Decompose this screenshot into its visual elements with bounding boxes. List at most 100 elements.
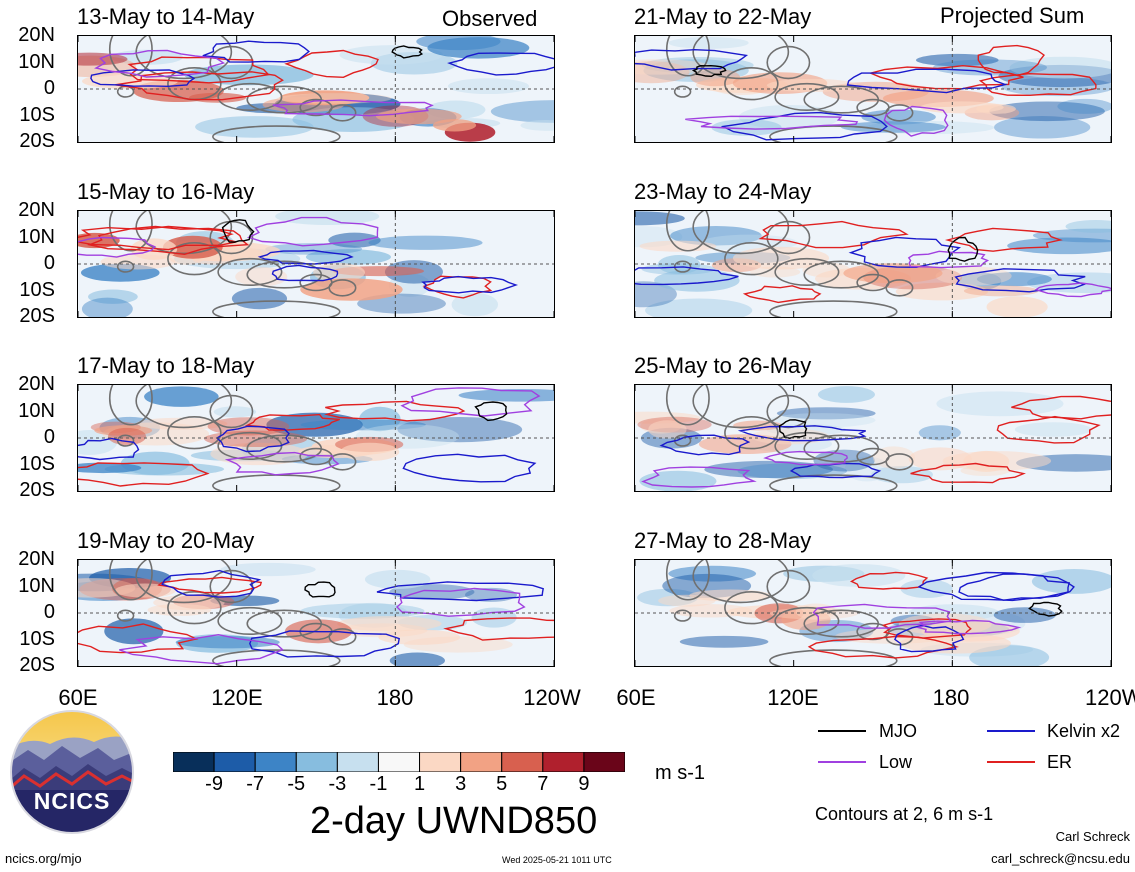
contour-1-1 — [846, 68, 1008, 94]
panel-title-5: 17-May to 18-May — [77, 353, 255, 378]
contour-0-2 — [78, 623, 199, 654]
land-outline-2 — [766, 394, 811, 429]
lat-label-3-3: 10S — [19, 627, 55, 650]
land-outline-6 — [665, 385, 710, 426]
wind-shade-blue — [817, 386, 875, 403]
colorbar-tick-3: -3 — [328, 773, 347, 795]
contour-0-0 — [849, 571, 929, 590]
land-outline-3 — [774, 257, 840, 287]
contour-2-1 — [641, 466, 757, 488]
lat-label-1-4: 20S — [19, 305, 55, 327]
contour-0-1 — [78, 462, 210, 487]
colorbar-tick-8: 7 — [537, 773, 549, 795]
lat-label-3-0: 20N — [18, 548, 55, 570]
legend-line-mjo — [818, 730, 866, 732]
wind-shade-blue — [635, 211, 685, 226]
contour-0-2 — [244, 413, 340, 431]
contour-1-2 — [954, 268, 1087, 293]
lon-label-60e-right: 60E — [616, 685, 656, 710]
wind-shade-blue — [220, 562, 316, 577]
wind-shade-blue — [976, 272, 1052, 287]
lat-label-1-1: 10N — [18, 225, 55, 248]
lat-label-0-3: 10S — [19, 103, 55, 126]
wind-shade-blue — [812, 564, 906, 587]
land-outline-1 — [724, 591, 779, 625]
colorbar-swatch-10 — [583, 751, 626, 773]
wind-shade-blue — [427, 37, 530, 59]
land-outline-8 — [328, 453, 357, 471]
land-outline-5 — [212, 649, 341, 666]
contour-1-1 — [789, 462, 882, 479]
map-panel-7 — [77, 559, 555, 667]
land-outline-1 — [724, 242, 779, 276]
contour-1-2 — [720, 111, 888, 141]
ncics-logo: NCICS — [10, 710, 134, 834]
contour-1-2 — [421, 275, 519, 294]
contour-0-2 — [422, 275, 493, 299]
contour-3-0 — [691, 64, 727, 78]
map-panel-4 — [634, 210, 1112, 318]
colorbar-swatch-3 — [295, 751, 338, 773]
lon-label-120e-left: 120E — [211, 685, 263, 710]
contour-2-0 — [94, 49, 226, 78]
land-outline-5 — [769, 474, 898, 491]
contour-2-0 — [915, 619, 1022, 635]
land-outline-6 — [665, 36, 710, 77]
land-outline-9 — [116, 434, 135, 447]
lat-label-2-1: 10N — [18, 399, 55, 422]
colorbar-swatch-2 — [254, 751, 297, 773]
wind-shade-red — [340, 442, 400, 462]
contour-2-0 — [119, 633, 284, 665]
contour-0-2 — [868, 64, 1024, 90]
contour-0-0 — [1011, 395, 1111, 420]
land-outline-8 — [885, 104, 914, 122]
land-outline-2 — [766, 220, 811, 255]
contour-1-0 — [635, 48, 749, 71]
contour-2-1 — [272, 99, 434, 117]
contour-1-2 — [376, 581, 544, 602]
contour-2-1 — [395, 587, 526, 617]
contour-0-0 — [977, 44, 1046, 77]
wind-shade-red — [107, 427, 147, 446]
contour-3-0 — [778, 419, 808, 440]
lat-label-1-0: 20N — [18, 199, 55, 221]
land-outline-8 — [328, 104, 357, 122]
land-outline-0 — [692, 211, 790, 255]
panel-title-6: 25-May to 26-May — [634, 353, 812, 378]
wind-shade-red — [639, 240, 717, 252]
legend-line-low — [818, 761, 866, 763]
colorbar — [172, 751, 626, 773]
wind-shade-blue — [704, 460, 834, 479]
contour-2-1 — [907, 250, 990, 269]
wind-shade-blue — [645, 298, 753, 317]
land-outline-0 — [135, 560, 233, 604]
colorbar-swatch-9 — [542, 751, 585, 773]
colorbar-tick-7: 5 — [496, 773, 508, 795]
wind-shade-red — [78, 52, 128, 66]
land-outline-0 — [135, 385, 233, 429]
legend-label-kelvin: Kelvin x2 — [1047, 721, 1121, 741]
land-outline-6 — [108, 211, 153, 252]
colorbar-tick-2: -5 — [287, 773, 306, 795]
wind-shade-red — [279, 90, 370, 106]
land-outline-8 — [328, 279, 357, 297]
legend-line-er — [987, 761, 1035, 763]
land-outline-1 — [167, 416, 222, 450]
legend-label-low: Low — [879, 752, 913, 772]
wind-shade-blue — [918, 425, 961, 441]
wind-shade-blue — [78, 462, 142, 474]
wind-shade-blue — [933, 59, 1048, 76]
colorbar-tick-0: -9 — [205, 773, 223, 795]
wind-shade-red — [432, 119, 477, 132]
land-outline-8 — [885, 453, 914, 471]
land-outline-5 — [769, 649, 898, 666]
contour-3-0 — [221, 219, 255, 243]
wind-shade-blue — [637, 588, 699, 607]
colorbar-tick-1: -7 — [246, 773, 265, 795]
lon-label-180-right: 180 — [932, 685, 970, 710]
land-outline-9 — [116, 260, 135, 273]
wind-shade-blue — [769, 413, 876, 428]
lon-label-120w-left: 120W — [523, 685, 581, 710]
plot-title: 2-day UWND850 — [310, 800, 598, 842]
contour-1-1 — [271, 264, 339, 282]
